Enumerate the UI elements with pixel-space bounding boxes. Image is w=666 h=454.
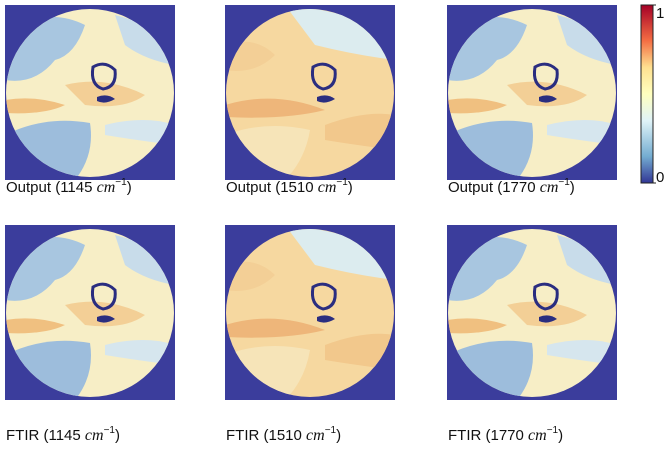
colorbar — [641, 5, 653, 183]
caption-unit: cm — [528, 427, 547, 444]
heatmap-image — [5, 5, 175, 180]
caption-close: ) — [558, 427, 563, 444]
caption-text: Output (1145 — [6, 179, 92, 196]
caption-close: ) — [115, 427, 120, 444]
caption-unit: cm — [85, 427, 104, 444]
heatmap-image — [225, 225, 395, 400]
caption-close: ) — [348, 179, 353, 196]
caption-text: Output (1770 — [448, 179, 536, 196]
panel-caption: Output (1510 cm−1) — [226, 177, 353, 196]
caption-close: ) — [127, 179, 132, 196]
colorbar-label: 1 — [656, 5, 664, 22]
caption-text: FTIR (1145 — [6, 427, 81, 444]
caption-text: Output (1510 — [226, 179, 314, 196]
panel-caption: Output (1770 cm−1) — [448, 177, 575, 196]
caption-exponent: −1 — [558, 177, 570, 188]
panel-caption: FTIR (1145 cm−1) — [6, 425, 120, 444]
panel-caption: FTIR (1770 cm−1) — [448, 425, 563, 444]
caption-exponent: −1 — [336, 177, 348, 188]
caption-unit: cm — [540, 179, 559, 196]
panel-caption: FTIR (1510 cm−1) — [226, 425, 341, 444]
caption-unit: cm — [318, 179, 337, 196]
caption-text: FTIR (1510 — [226, 427, 302, 444]
caption-unit: cm — [97, 179, 116, 196]
caption-exponent: −1 — [547, 425, 559, 436]
heatmap-image — [447, 225, 617, 400]
heatmap-image — [5, 225, 175, 400]
caption-exponent: −1 — [104, 425, 116, 436]
heatmap-image — [447, 5, 617, 180]
caption-text: FTIR (1770 — [448, 427, 524, 444]
panel-caption: Output (1145 cm−1) — [6, 177, 132, 196]
caption-unit: cm — [306, 427, 325, 444]
colorbar-label: 0 — [656, 169, 664, 186]
caption-close: ) — [336, 427, 341, 444]
heatmap-image — [225, 5, 395, 180]
caption-exponent: −1 — [115, 177, 127, 188]
caption-exponent: −1 — [325, 425, 337, 436]
caption-close: ) — [570, 179, 575, 196]
figure: Output (1145 cm−1)Output (1510 cm−1)Outp… — [0, 0, 666, 454]
